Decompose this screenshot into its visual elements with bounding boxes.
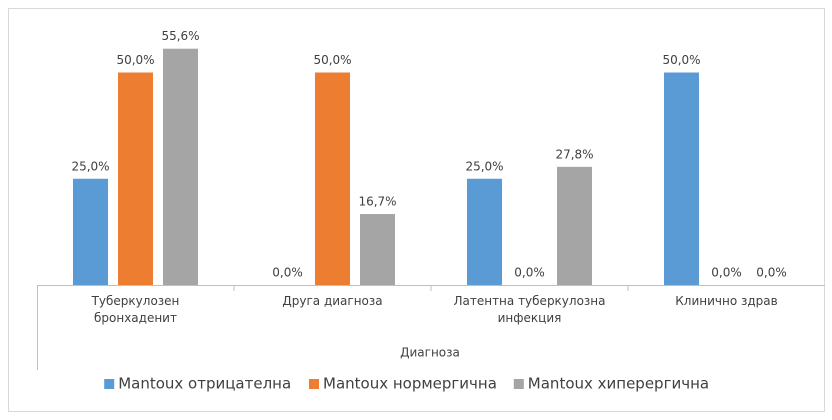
x-tick-label: Туберкулозен бронхаденит	[91, 294, 180, 325]
bar	[467, 178, 502, 285]
bar	[163, 48, 198, 286]
data-label: 0,0%	[514, 266, 545, 280]
bar	[73, 178, 108, 285]
data-label: 50,0%	[116, 53, 154, 67]
legend-label: Mantoux хиперергична	[528, 375, 709, 393]
bar	[557, 166, 592, 285]
legend-label: Mantoux отрицателна	[118, 375, 291, 393]
data-label: 50,0%	[313, 53, 351, 67]
data-label: 50,0%	[662, 53, 700, 67]
data-label: 0,0%	[711, 266, 742, 280]
x-tick-label: Латентна туберкулозна инфекция	[453, 294, 606, 325]
data-label: 0,0%	[756, 266, 787, 280]
legend-label: Mantoux нормергична	[323, 375, 497, 393]
data-label: 25,0%	[465, 159, 503, 173]
bar	[315, 72, 350, 285]
data-label: 27,8%	[555, 147, 593, 161]
bar	[664, 72, 699, 285]
legend-swatch	[104, 379, 115, 389]
data-label: 16,7%	[358, 195, 396, 209]
legend-swatch	[309, 379, 319, 389]
x-tick-label: Друга диагноза	[282, 294, 383, 308]
legend-swatch	[513, 379, 524, 389]
x-axis-title: Диагноза	[400, 346, 460, 360]
x-tick-label: Клинично здрав	[675, 294, 778, 308]
data-label: 55,6%	[161, 29, 199, 43]
bar	[360, 214, 395, 285]
data-label: 0,0%	[272, 266, 303, 280]
data-label: 25,0%	[71, 159, 109, 173]
bar	[118, 72, 153, 285]
